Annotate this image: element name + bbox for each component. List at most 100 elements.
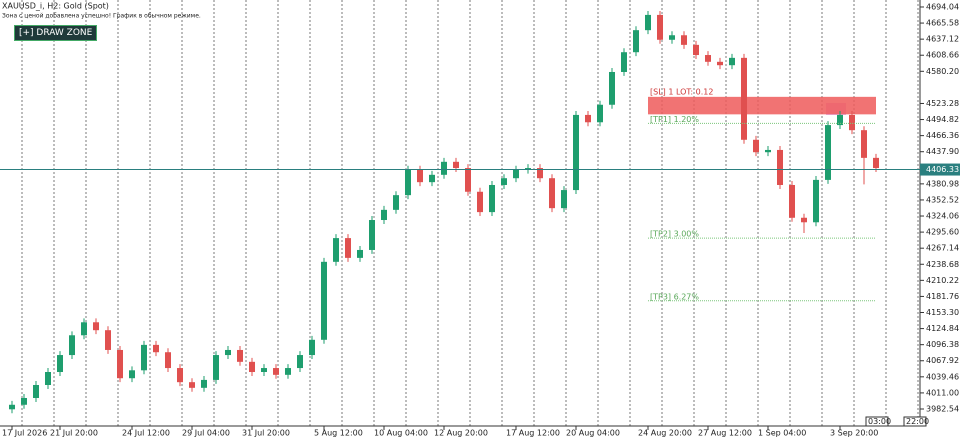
candle-body: [249, 361, 255, 373]
candle-body: [165, 352, 171, 369]
y-tick-label: 4380.98: [926, 179, 959, 188]
candle-body: [717, 61, 723, 66]
candle-body: [225, 349, 231, 356]
x-tick-label: 21 Jul 20:00: [50, 429, 98, 438]
time-marker: 03:00: [868, 417, 891, 426]
candle-body: [369, 220, 375, 250]
y-tick-label: 4011.00: [926, 388, 959, 397]
candle-body: [297, 355, 303, 369]
candle-body: [381, 209, 387, 221]
candle-body: [741, 57, 747, 140]
x-tick-label: 1 Sep 04:00: [758, 429, 806, 438]
candle-body: [501, 178, 507, 185]
y-tick-label: 4153.30: [926, 308, 959, 317]
status-message: Зона с ценой добавлена успешно! График в…: [2, 13, 201, 20]
candle-body: [417, 169, 423, 183]
candle-body: [801, 217, 807, 223]
candle-body: [489, 184, 495, 213]
sl-zone-label: [SL] 1 LOT: 0.12: [650, 87, 713, 96]
candle-body: [69, 335, 75, 356]
candle-body: [573, 114, 579, 191]
y-tick-label: 4067.92: [926, 356, 959, 365]
y-tick-label: 4437.90: [926, 147, 959, 156]
candle-body: [201, 379, 207, 388]
x-tick-label: 29 Jul 04:00: [182, 429, 230, 438]
candle-body: [873, 157, 879, 169]
candle-body: [45, 372, 51, 385]
candle-body: [693, 44, 699, 56]
y-tick-label: 4665.58: [926, 19, 959, 28]
tp-label: [TP2] 3.00%: [650, 230, 699, 239]
x-tick-label: 17 Jul 2026: [2, 429, 47, 438]
candle-body: [609, 71, 615, 105]
candle-body: [33, 384, 39, 398]
x-tick-label: 10 Aug 04:00: [374, 429, 428, 438]
candle-body: [585, 114, 591, 123]
candle-body: [753, 139, 759, 153]
y-tick-label: 3982.54: [926, 404, 959, 413]
y-tick-label: 4210.22: [926, 276, 959, 285]
candle-body: [645, 14, 651, 31]
y-tick-label: 4181.76: [926, 292, 959, 301]
y-tick-label: 4608.66: [926, 51, 959, 60]
x-tick-label: 31 Jul 20:00: [242, 429, 290, 438]
time-marker-box: [865, 416, 889, 427]
candle-body: [813, 179, 819, 223]
x-tick-label: 24 Jul 12:00: [122, 429, 170, 438]
candle-body: [561, 190, 567, 209]
candle-body: [129, 370, 135, 379]
time-marker: 22:00: [906, 417, 929, 426]
candle-body: [81, 322, 87, 336]
candle-body: [261, 368, 267, 373]
y-tick-label: 4637.12: [926, 35, 959, 44]
candle-body: [513, 169, 519, 179]
candle-body: [621, 52, 627, 72]
y-tick-label: 4523.28: [926, 99, 959, 108]
x-tick-label: 27 Aug 12:00: [698, 429, 752, 438]
candle-body: [825, 125, 831, 180]
x-tick-label: 17 Aug 12:00: [506, 429, 560, 438]
x-tick-label: 20 Aug 04:00: [566, 429, 620, 438]
candle-body: [117, 349, 123, 379]
candle-body: [105, 330, 111, 350]
candle-body: [669, 35, 675, 40]
x-tick-label: 24 Aug 20:00: [638, 429, 692, 438]
y-tick-label: 4466.36: [926, 131, 959, 140]
candle-body: [393, 195, 399, 210]
candle-body: [837, 114, 843, 126]
y-tick-label: 4096.38: [926, 340, 959, 349]
candle-body: [789, 184, 795, 218]
candle-body: [681, 35, 687, 45]
candle-body: [153, 344, 159, 353]
candle-body: [849, 114, 855, 131]
candle-body: [405, 169, 411, 196]
candle-body: [309, 339, 315, 356]
x-tick-label: 5 Aug 12:00: [314, 429, 363, 438]
tp-label: [TP1] 1.20%: [650, 115, 699, 124]
y-tick-label: 4267.14: [926, 244, 959, 253]
candle-body: [633, 30, 639, 53]
candle-body: [429, 174, 435, 183]
candle-body: [9, 404, 15, 410]
current-price-label: 4406.33: [926, 165, 959, 174]
y-tick-label: 4580.20: [926, 67, 959, 76]
candle-body: [177, 368, 183, 383]
candle-body: [549, 178, 555, 209]
candle-body: [729, 57, 735, 66]
candle-body: [273, 368, 279, 375]
candle-body: [237, 349, 243, 362]
candle-body: [285, 368, 291, 375]
candle-body: [93, 322, 99, 331]
candle-body: [141, 344, 147, 371]
x-tick-label: 12 Aug 20:00: [434, 429, 488, 438]
candle-body: [465, 168, 471, 192]
y-tick-label: 4238.68: [926, 260, 959, 269]
y-tick-label: 4694.04: [926, 2, 959, 11]
candle-body: [321, 261, 327, 340]
candle-body: [657, 14, 663, 40]
draw-zone-button[interactable]: [+] DRAW ZONE: [14, 25, 98, 41]
candle-body: [477, 191, 483, 213]
candle-body: [357, 249, 363, 258]
candle-body: [21, 397, 27, 405]
y-tick-label: 4324.06: [926, 212, 959, 221]
